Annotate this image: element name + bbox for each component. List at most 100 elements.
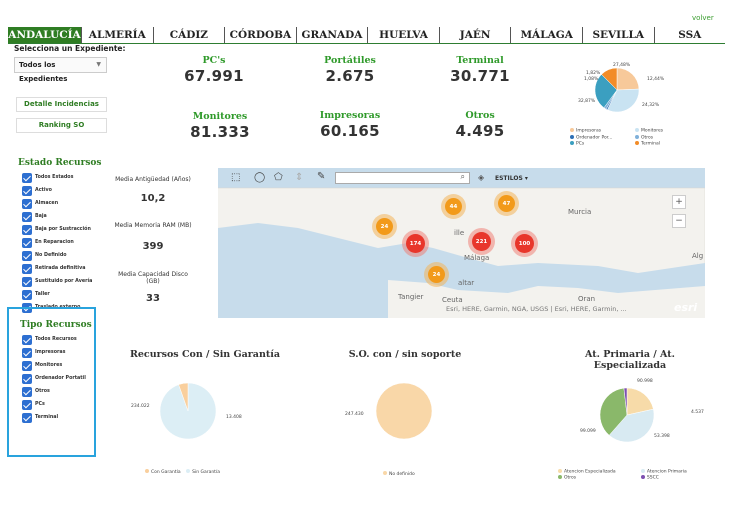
estado-checkbox-row[interactable]: Baja: [22, 210, 47, 223]
pie-slice-impresoras[interactable]: [616, 67, 640, 91]
tipo-checkbox-row[interactable]: Todos Recursos: [22, 333, 77, 346]
tipo-checkbox-row[interactable]: Terminal: [22, 411, 58, 424]
pie-slice-no-definido[interactable]: [375, 382, 433, 440]
legend-item: Impresoras: [570, 128, 635, 134]
select-rectangle-icon[interactable]: ⬚: [231, 172, 241, 183]
estado-checkbox-row[interactable]: En Reparacion: [22, 236, 74, 249]
garantia-chart-title: Recursos Con / Sin Garantía: [129, 349, 281, 360]
tipo-checkbox-label: Todos Recursos: [35, 337, 77, 342]
checkbox[interactable]: [22, 198, 32, 209]
map-cluster-marker[interactable]: 24: [376, 218, 393, 235]
checkbox[interactable]: [22, 185, 32, 196]
pie-slice-atencion-especializada[interactable]: [626, 387, 654, 416]
select-circle-icon[interactable]: ◯: [254, 172, 266, 183]
clear-selection-icon[interactable]: ⇕: [295, 172, 304, 183]
tab-andalucia[interactable]: ANDALUCÍA: [8, 27, 82, 43]
pie-slice-monitores[interactable]: [607, 88, 640, 113]
tipo-checkbox-row[interactable]: Ordenador Portatil: [22, 372, 86, 385]
tipo-checkbox-label: Monitores: [35, 363, 63, 368]
checkbox[interactable]: [22, 289, 32, 300]
tab-almeria[interactable]: ALMERÍA: [82, 27, 154, 43]
estado-checkbox-row[interactable]: Todos Estados: [22, 171, 73, 184]
map-cluster-marker[interactable]: 100: [515, 234, 534, 253]
estado-checkbox-row[interactable]: Taller: [22, 288, 50, 301]
estado-checkbox-label: Baja: [35, 214, 47, 219]
estado-checkbox-row[interactable]: Baja por Sustracción: [22, 223, 91, 236]
checkbox[interactable]: [22, 276, 32, 287]
estado-checkbox-row[interactable]: Sustituido por Avería: [22, 275, 92, 288]
checkbox[interactable]: [22, 250, 32, 261]
tipo-checkbox-row[interactable]: Otros: [22, 385, 50, 398]
tab-malaga[interactable]: MÁLAGA: [511, 27, 583, 43]
pie-slice-atencion-primaria[interactable]: [608, 408, 655, 443]
tab-sevilla[interactable]: SEVILLA: [583, 27, 655, 43]
map-cluster-marker[interactable]: 24: [428, 266, 445, 283]
layers-icon[interactable]: ◈: [478, 173, 485, 182]
pie-slice-otros[interactable]: [599, 387, 628, 436]
checkbox[interactable]: [22, 399, 32, 410]
pie-label: 234.022: [131, 403, 150, 409]
zoom-out-button[interactable]: −: [672, 214, 686, 228]
tab-cordoba[interactable]: CÓRDOBA: [225, 27, 297, 43]
checkbox[interactable]: [22, 334, 32, 345]
esri-logo: esri: [674, 301, 698, 314]
pie-slice-pcs[interactable]: [594, 74, 618, 109]
legend-item: SSCC: [640, 474, 708, 480]
legend-item: Otros: [635, 134, 700, 140]
soporte-pie-chart: 247.430: [345, 382, 433, 440]
map-cluster-marker[interactable]: 221: [472, 232, 491, 251]
tab-cadiz[interactable]: CÁDIZ: [154, 27, 226, 43]
kpi-monitores-label: Monitores: [192, 111, 248, 122]
estado-checkbox-row[interactable]: Retirada definitiva: [22, 262, 85, 275]
estado-checkbox-label: Sustituido por Avería: [35, 279, 93, 284]
tipo-recursos-title: Tipo Recursos: [20, 320, 92, 330]
garantia-pie-chart: 234.022 13.408: [131, 382, 242, 440]
map-cluster-marker[interactable]: 44: [445, 198, 462, 215]
ranking-so-button[interactable]: Ranking SO: [16, 118, 107, 133]
checkbox[interactable]: [22, 412, 32, 423]
tipo-checkbox-row[interactable]: PCs: [22, 398, 45, 411]
edit-map-icon[interactable]: ✎: [317, 171, 326, 182]
tab-ssa[interactable]: SSA: [678, 29, 702, 41]
tipo-checkbox-row[interactable]: Monitores: [22, 359, 62, 372]
estado-checkbox-row[interactable]: Activo: [22, 184, 52, 197]
select-polygon-icon[interactable]: ⬠: [274, 172, 283, 183]
pie-label: 27,48%: [613, 62, 631, 68]
checkbox[interactable]: [22, 172, 32, 183]
estilos-button[interactable]: ESTILOS ▾: [495, 175, 528, 182]
checkbox[interactable]: [22, 211, 32, 222]
kpi-impresoras-value: 60.165: [320, 122, 380, 140]
checkbox[interactable]: [22, 263, 32, 274]
tab-granada[interactable]: GRANADA: [297, 27, 369, 43]
checkbox[interactable]: [22, 347, 32, 358]
pie-slice-sin-garant-a[interactable]: [178, 382, 189, 412]
kpi-otros-value: 4.495: [455, 122, 505, 140]
map-place-label: Alg: [692, 252, 704, 260]
map-search-input[interactable]: ⌕: [335, 172, 470, 184]
legend-item: Ordenador Por...: [570, 134, 635, 140]
tab-jaen[interactable]: JAÉN: [440, 27, 512, 43]
map-cluster-marker[interactable]: 174: [406, 234, 425, 253]
map-cluster-marker[interactable]: 47: [498, 195, 515, 212]
expediente-select[interactable]: Todos los Expedientes ▼: [14, 57, 107, 83]
pie-label: 4.537: [691, 409, 704, 415]
detalle-incidencias-button[interactable]: Detalle Incidencias: [16, 97, 107, 112]
map-place-label: altar: [458, 279, 475, 287]
tipo-checkbox-row[interactable]: Impresoras: [22, 346, 65, 359]
estado-checkbox-label: Todos Estados: [35, 175, 74, 180]
pie-slice-sscc[interactable]: [623, 387, 628, 416]
map-view[interactable]: Murcia Málaga Tangier Ceuta Oran Alg ill…: [218, 168, 705, 318]
volver-link[interactable]: volver: [692, 14, 714, 22]
tab-huelva[interactable]: HUELVA: [368, 27, 440, 43]
checkbox[interactable]: [22, 360, 32, 371]
checkbox[interactable]: [22, 373, 32, 384]
checkbox[interactable]: [22, 224, 32, 235]
zoom-in-button[interactable]: +: [672, 195, 686, 209]
checkbox[interactable]: [22, 386, 32, 397]
estado-checkbox-row[interactable]: Almacen: [22, 197, 58, 210]
chevron-down-icon: ▼: [96, 61, 101, 68]
estado-checkbox-row[interactable]: No Definido: [22, 249, 67, 262]
pie-slice-terminal[interactable]: [601, 67, 618, 91]
kpi-portatiles-value: 2.675: [325, 67, 375, 85]
checkbox[interactable]: [22, 237, 32, 248]
